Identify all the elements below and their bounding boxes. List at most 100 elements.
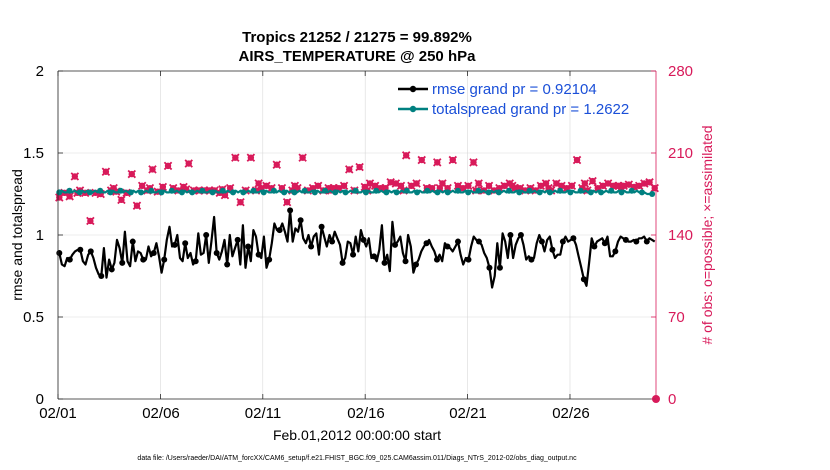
- totalspread-point: [475, 187, 482, 194]
- legend-spread-marker: [409, 105, 417, 113]
- totalspread-point: [628, 187, 635, 194]
- totalspread-point: [567, 189, 574, 196]
- totalspread-point: [86, 189, 93, 196]
- x-tick-label: 02/16: [347, 405, 385, 422]
- rmse-point: [308, 243, 315, 250]
- rmse-point: [413, 261, 420, 268]
- rmse-point: [297, 217, 304, 224]
- rmse-point: [276, 227, 283, 234]
- totalspread-point: [546, 189, 553, 196]
- totalspread-point: [168, 187, 175, 194]
- rmse-point: [433, 256, 440, 263]
- y-right-tick-label: 140: [668, 227, 693, 244]
- totalspread-point: [332, 189, 339, 196]
- totalspread-point: [270, 187, 277, 194]
- totalspread-point: [240, 189, 247, 196]
- totalspread-point: [362, 189, 369, 196]
- rmse-point: [580, 276, 587, 283]
- y-right-tick-label: 280: [668, 63, 693, 80]
- obs-assimilated-mark: [588, 176, 597, 186]
- obs-assimilated-mark: [282, 197, 292, 207]
- totalspread-point: [506, 187, 513, 194]
- totalspread-point: [536, 189, 543, 196]
- totalspread-point: [281, 189, 288, 196]
- obs-assimilated-mark: [355, 162, 364, 172]
- totalspread-point: [485, 189, 492, 196]
- obs-assimilated-mark: [580, 179, 590, 188]
- obs-assimilated-mark: [412, 179, 421, 188]
- rmse-point: [108, 266, 115, 273]
- totalspread-point: [608, 187, 615, 194]
- obs-assimilated-mark: [148, 165, 157, 174]
- obs-assimilated-mark: [650, 183, 659, 193]
- totalspread-point: [618, 189, 625, 196]
- totalspread-point: [260, 189, 267, 196]
- obs-assimilated-mark: [158, 182, 168, 192]
- legend-rmse-label: rmse grand pr = 0.92104: [432, 81, 597, 98]
- rmse-point: [633, 238, 640, 245]
- rmse-point: [496, 264, 503, 271]
- rmse-point: [161, 256, 168, 263]
- obs-assimilated-mark: [163, 161, 173, 171]
- totalspread-point: [158, 189, 165, 196]
- rmse-point: [465, 256, 472, 263]
- totalspread-point: [178, 189, 185, 196]
- x-tick-label: 02/21: [449, 405, 487, 422]
- rmse-point: [329, 238, 336, 245]
- y-right-tick-label: 0: [668, 391, 676, 408]
- totalspread-point: [199, 187, 206, 194]
- rmse-point: [318, 223, 325, 230]
- rmse-point: [517, 232, 524, 238]
- legend-spread-label: totalspread grand pr = 1.2622: [432, 101, 629, 118]
- rmse-point: [559, 238, 566, 245]
- y-left-tick-label: 1.5: [23, 145, 44, 162]
- obs-assimilated-mark: [339, 181, 349, 191]
- rmse-point: [98, 273, 105, 279]
- totalspread-point: [342, 189, 349, 196]
- obs-assimilated-mark: [272, 160, 281, 169]
- totalspread-point: [97, 187, 104, 194]
- rmse-point: [622, 236, 629, 243]
- y-right-tick-label: 70: [668, 309, 685, 326]
- obs-assimilated-mark: [117, 195, 126, 205]
- totalspread-point: [516, 189, 523, 196]
- obs-assimilated-mark: [246, 153, 256, 162]
- rmse-point: [475, 238, 482, 245]
- rmse-point: [402, 258, 409, 265]
- rmse-point: [234, 236, 241, 243]
- obs-assimilated-mark: [572, 155, 582, 165]
- totalspread-point: [250, 187, 257, 194]
- obs-assimilated-mark: [344, 165, 354, 174]
- rmse-point: [643, 238, 650, 245]
- totalspread-point: [383, 189, 390, 196]
- totalspread-point: [444, 189, 451, 196]
- obs-assimilated-mark: [127, 169, 137, 179]
- axis-ticks: [57, 70, 656, 400]
- rmse-series: [56, 207, 656, 289]
- totalspread-point: [352, 187, 359, 194]
- totalspread-point: [414, 189, 421, 196]
- rmse-point: [56, 250, 63, 257]
- y-left-tick-label: 1: [36, 227, 44, 244]
- rmse-point: [287, 207, 294, 214]
- rmse-point: [192, 258, 199, 265]
- totalspread-point: [495, 189, 502, 196]
- obs-assimilated-mark: [132, 201, 142, 210]
- rmse-point: [224, 261, 231, 268]
- legend-rmse-marker: [409, 85, 417, 93]
- rmse-point: [245, 243, 252, 250]
- x-tick-label: 02/11: [245, 405, 281, 422]
- rmse-point: [350, 251, 357, 258]
- obs-assimilated-mark: [86, 216, 95, 226]
- totalspread-series: [56, 187, 656, 197]
- rmse-point: [392, 241, 399, 248]
- obs-assimilated-mark: [231, 153, 240, 162]
- totalspread-point: [424, 187, 431, 194]
- y-axis-label-right: # of obs: o=possible; ×=assimilated: [699, 125, 715, 344]
- chart-title-line1: Tropics 21252 / 21275 = 99.892%: [242, 29, 472, 46]
- y-left-tick-label: 0: [36, 391, 44, 408]
- totalspread-point: [311, 189, 318, 196]
- totalspread-point: [107, 189, 114, 196]
- rmse-point: [266, 256, 273, 263]
- rmse-point: [570, 235, 577, 242]
